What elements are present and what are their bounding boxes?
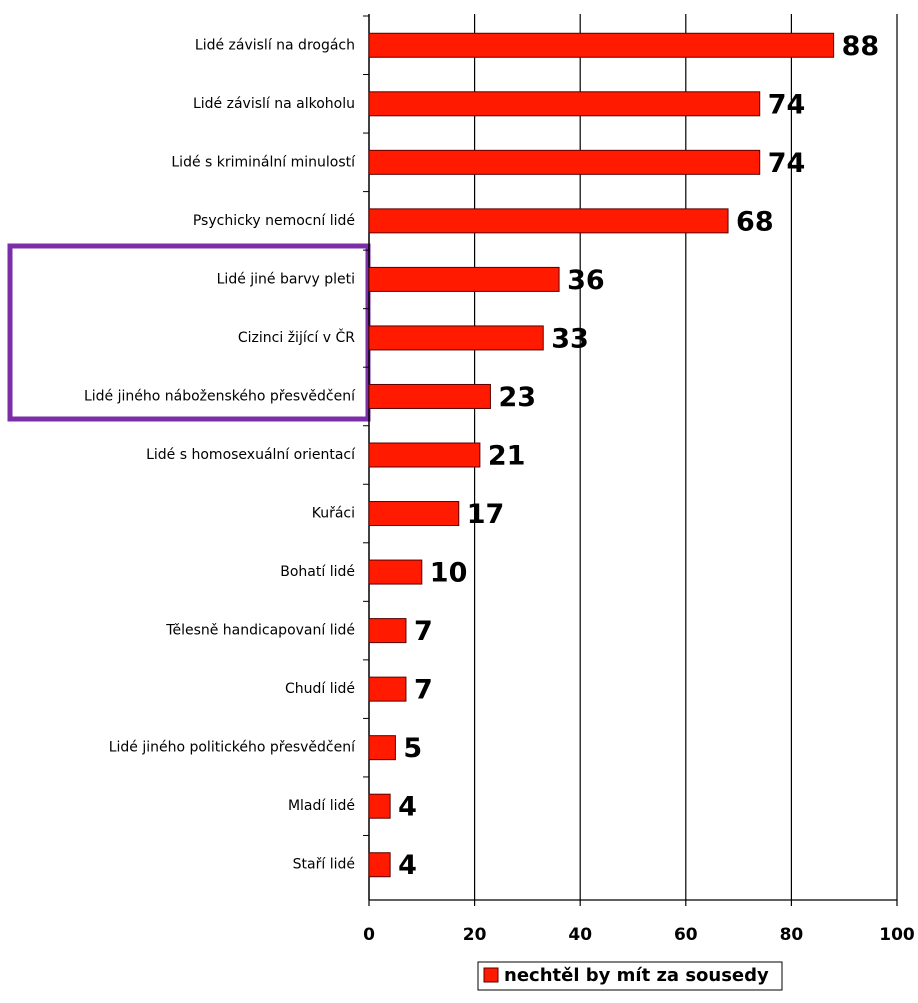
y-tick-label: Lidé závislí na drogách <box>195 37 355 53</box>
bar <box>368 149 761 175</box>
y-tick-label: Mladí lidé <box>288 798 355 814</box>
value-label: 4 <box>398 792 417 823</box>
value-label: 88 <box>842 31 880 62</box>
x-tick-label: 20 <box>463 925 487 945</box>
y-tick-label: Kuřáci <box>312 506 355 522</box>
bar <box>368 266 560 292</box>
legend-label: nechtěl by mít za sousedy <box>504 965 769 986</box>
bar <box>368 383 491 409</box>
y-tick-label: Cizinci žijící v ČR <box>238 328 355 346</box>
bar <box>368 91 761 117</box>
bar <box>368 325 544 351</box>
y-tick-label: Psychicky nemocní lidé <box>193 213 355 229</box>
bar <box>368 501 460 527</box>
y-tick-label: Bohatí lidé <box>280 564 355 580</box>
value-label: 7 <box>414 675 433 706</box>
value-label: 33 <box>551 323 589 354</box>
x-tick-label: 0 <box>363 925 375 945</box>
bar <box>368 852 391 878</box>
bar <box>368 559 423 585</box>
highlight-box <box>7 243 371 422</box>
y-tick-label: Staří lidé <box>293 857 355 873</box>
value-label: 4 <box>398 850 417 881</box>
value-label: 36 <box>567 265 605 296</box>
bar <box>368 618 407 644</box>
x-tick-label: 100 <box>879 925 915 945</box>
value-label: 74 <box>768 148 806 179</box>
bar <box>368 32 835 58</box>
bar <box>368 793 391 819</box>
y-tick-label: Lidé jiného náboženského přesvědčení <box>84 388 356 404</box>
y-tick-label: Lidé jiné barvy pleti <box>217 271 355 287</box>
y-tick-label: Tělesně handicapovaní lidé <box>165 623 355 639</box>
value-label: 74 <box>768 89 806 120</box>
y-tick-label: Lidé závislí na alkoholu <box>193 96 355 112</box>
legend-swatch <box>483 967 499 983</box>
y-tick-label: Lidé s kriminální minulostí <box>171 154 356 170</box>
x-tick-label: 40 <box>568 925 592 945</box>
value-label: 7 <box>414 616 433 647</box>
value-label: 23 <box>498 382 536 413</box>
bar <box>368 442 481 468</box>
value-label: 17 <box>467 499 505 530</box>
bar <box>368 735 396 761</box>
value-label: 68 <box>736 206 774 237</box>
value-label: 21 <box>488 441 526 472</box>
y-tick-label: Chudí lidé <box>285 681 355 697</box>
y-tick-label: Lidé s homosexuální orientací <box>146 447 356 463</box>
x-tick-label: 80 <box>780 925 804 945</box>
y-tick-label: Lidé jiného politického přesvědčení <box>109 740 356 756</box>
bar <box>368 676 407 702</box>
value-label: 10 <box>430 558 468 589</box>
value-label: 5 <box>403 733 422 764</box>
bar <box>368 208 729 234</box>
x-tick-label: 60 <box>674 925 698 945</box>
legend-box <box>477 961 783 991</box>
